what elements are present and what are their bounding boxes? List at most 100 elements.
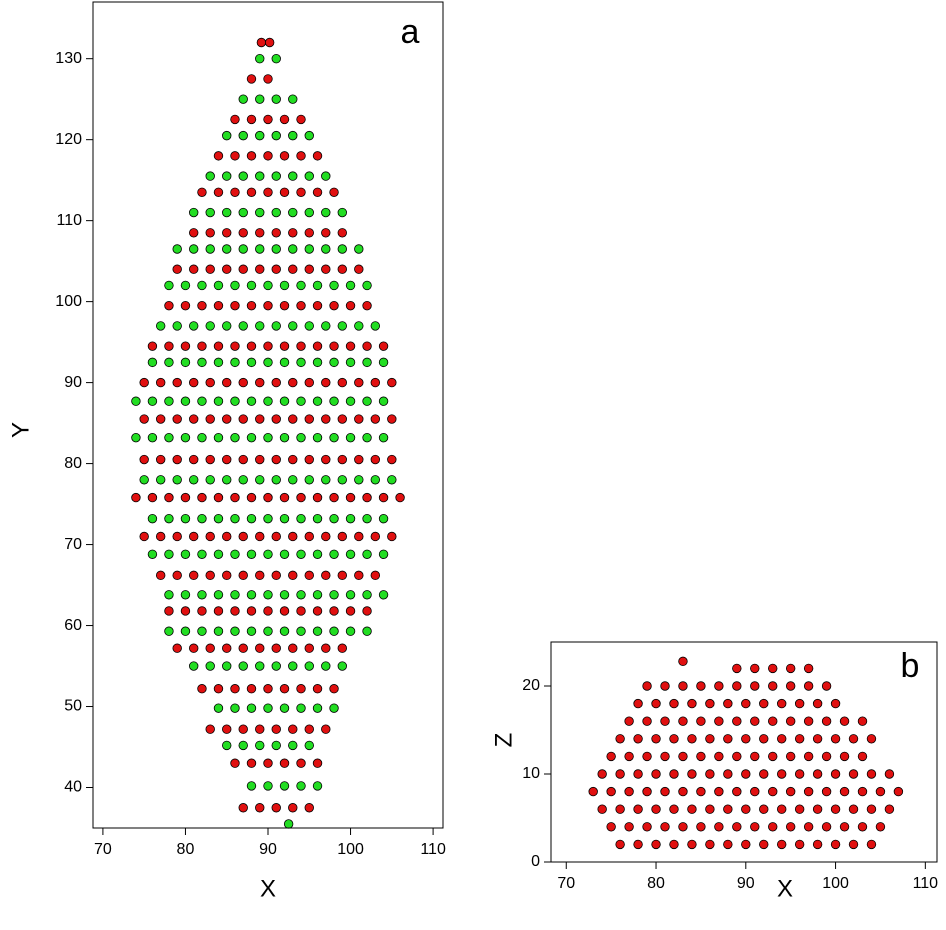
plot-frame xyxy=(550,641,938,863)
point xyxy=(263,781,273,791)
point xyxy=(246,187,257,198)
point xyxy=(155,454,166,465)
point xyxy=(633,804,643,814)
point xyxy=(255,207,265,218)
y-tick-label: 80 xyxy=(64,455,82,472)
point xyxy=(321,414,331,424)
point xyxy=(337,643,347,653)
point xyxy=(238,724,248,734)
point xyxy=(180,513,191,524)
point xyxy=(246,549,257,559)
point xyxy=(288,475,298,485)
point xyxy=(624,716,634,726)
point xyxy=(230,114,240,125)
point xyxy=(866,769,877,779)
panel-label: a xyxy=(401,13,420,51)
point xyxy=(279,151,290,161)
point xyxy=(696,822,706,832)
point xyxy=(222,454,232,465)
point xyxy=(288,264,298,274)
point xyxy=(296,300,306,311)
point xyxy=(288,414,298,424)
point xyxy=(312,341,323,351)
point xyxy=(651,698,661,709)
y-tick-label: 40 xyxy=(64,779,82,796)
point xyxy=(279,626,290,636)
point xyxy=(213,513,224,524)
point xyxy=(205,643,215,653)
point xyxy=(230,341,240,351)
point xyxy=(651,734,661,744)
x-tick-label: 90 xyxy=(259,841,277,858)
point xyxy=(238,244,248,254)
point xyxy=(777,734,787,744)
point xyxy=(839,822,850,832)
point xyxy=(296,684,306,694)
point xyxy=(750,681,760,691)
point xyxy=(263,703,273,713)
point xyxy=(288,661,298,671)
point xyxy=(296,432,306,443)
point xyxy=(238,207,248,218)
point xyxy=(172,531,182,542)
point xyxy=(255,803,265,813)
point xyxy=(164,590,174,600)
point xyxy=(172,321,182,331)
point xyxy=(283,819,294,829)
point xyxy=(279,703,290,713)
point xyxy=(255,130,265,141)
point xyxy=(180,549,191,559)
point xyxy=(759,804,769,814)
point xyxy=(803,751,814,762)
point xyxy=(255,228,265,238)
point xyxy=(696,751,706,762)
point xyxy=(345,549,356,559)
point xyxy=(205,244,215,254)
point xyxy=(329,549,339,559)
point xyxy=(304,244,314,254)
point xyxy=(222,414,232,424)
point xyxy=(271,414,281,424)
point xyxy=(705,804,715,814)
point xyxy=(329,187,339,198)
point xyxy=(312,492,323,503)
point xyxy=(164,280,174,291)
x-tick-label: 110 xyxy=(420,841,446,858)
point xyxy=(246,703,257,713)
point xyxy=(768,663,778,674)
point xyxy=(271,321,281,331)
point xyxy=(238,661,248,671)
point xyxy=(785,751,796,762)
point xyxy=(794,804,805,814)
point xyxy=(279,341,290,351)
point xyxy=(263,74,273,84)
point xyxy=(296,781,306,791)
point xyxy=(777,769,787,779)
point xyxy=(238,94,248,104)
point xyxy=(354,321,364,331)
point xyxy=(329,703,339,713)
point xyxy=(263,590,273,600)
point xyxy=(230,758,240,768)
point xyxy=(213,280,224,291)
y-tick-label: 0 xyxy=(531,853,540,870)
point xyxy=(222,661,232,671)
point xyxy=(189,264,199,274)
point xyxy=(329,684,339,694)
point xyxy=(633,698,643,709)
point xyxy=(222,207,232,218)
point xyxy=(378,549,389,559)
point xyxy=(304,740,314,751)
point xyxy=(732,681,742,691)
point xyxy=(288,643,298,653)
point xyxy=(362,549,372,559)
point xyxy=(759,769,769,779)
point xyxy=(687,839,697,850)
point xyxy=(678,786,688,797)
point xyxy=(238,414,248,424)
point xyxy=(893,786,904,797)
point xyxy=(362,513,372,524)
point xyxy=(213,590,224,600)
point xyxy=(246,280,257,291)
point xyxy=(345,590,356,600)
